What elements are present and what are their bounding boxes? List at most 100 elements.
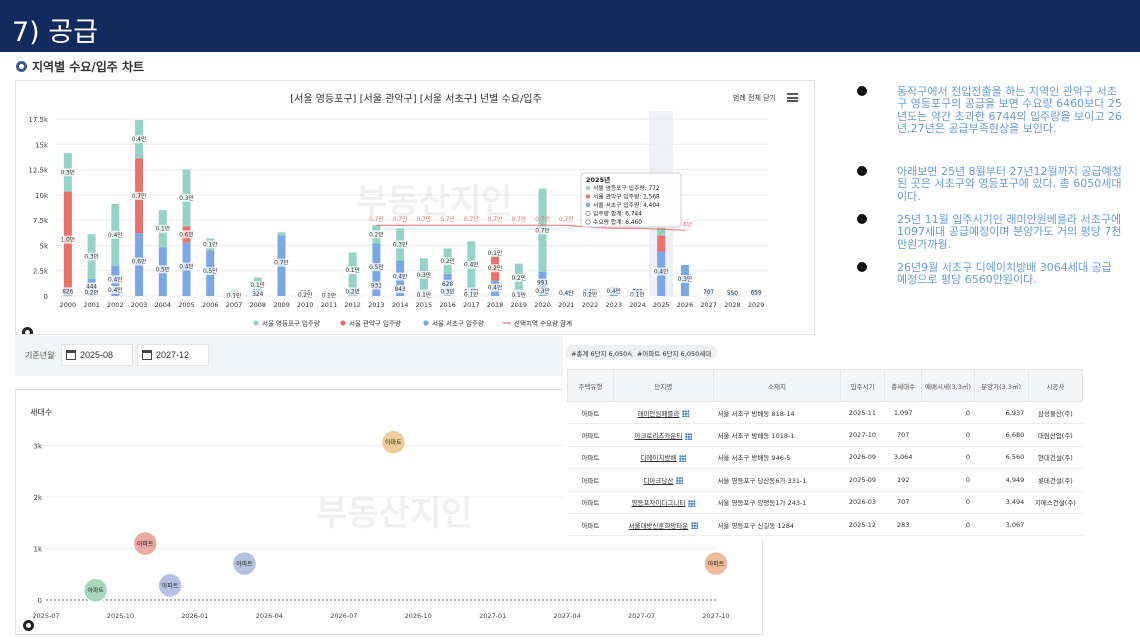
data-label-bg <box>153 265 172 274</box>
col-header[interactable]: 주택유형 <box>567 369 614 402</box>
data-label: 0.5만 <box>156 265 171 273</box>
data-label-bg <box>725 288 740 297</box>
logo-icon <box>23 620 34 631</box>
col-header[interactable]: 단지명 <box>612 369 714 402</box>
table-row[interactable]: 아파트 디에이치방배 서울 서초구 방배동 946-5 2026-09 3,064 0 6,… <box>567 446 1083 470</box>
data-label-bg <box>58 235 77 244</box>
data-label: 0.7만 <box>535 226 550 234</box>
y-tick-label: 2.5k <box>33 268 49 276</box>
cell-value: 192 <box>896 475 910 484</box>
grid-icon[interactable] <box>685 432 693 440</box>
chart-title: [서울 영등포구] [서울 관악구] [서울 서초구] 년별 수요/입주 <box>290 94 542 105</box>
demand-label: 0.7만 <box>440 215 455 223</box>
tab-total[interactable]: #총계 6단지 6,050세대 <box>565 345 646 360</box>
chart-menu-icon[interactable] <box>787 93 798 102</box>
tooltip-line: 서울 영등포구 입주량: 772 <box>593 184 660 192</box>
data-label-bg <box>106 285 125 294</box>
date-from-input[interactable]: 2025-08 <box>61 344 133 366</box>
complex-name-link[interactable]: 아크로리츠카운티 <box>634 432 683 441</box>
col-header[interactable]: 소재지 <box>712 369 842 402</box>
x-tick-label: 2023 <box>605 301 622 309</box>
complex-name-link[interactable]: 래미안원페를라 <box>637 409 680 418</box>
cell-value: 대림산업(주) <box>1037 432 1073 441</box>
legend-marker <box>423 320 429 326</box>
calendar-icon <box>142 350 152 360</box>
x-tick-label: 2011 <box>321 301 338 309</box>
cell-value: 아파트 <box>581 476 600 485</box>
table-row[interactable]: 아파트 서울대방신혼희망타운 서울 영등포구 신길동 1284 2025-12 283 0… <box>567 513 1083 537</box>
table-cell: 0 <box>921 468 975 492</box>
data-label-bg <box>533 287 552 296</box>
table-cell: 디에이치방배 <box>613 446 714 470</box>
col-header[interactable]: 분양가(3.3㎡) <box>973 369 1029 402</box>
watermark: 부동산지인 <box>316 494 472 534</box>
table-cell: 0 <box>921 513 975 537</box>
legend-toggle-button[interactable]: 범례 전체 닫기 <box>732 94 776 102</box>
cell-value: 707 <box>896 498 910 507</box>
y-tick-label: 10k <box>35 192 49 200</box>
table-row[interactable]: 아파트 디아크당산 서울 영등포구 당산동6가 331-1 2025-09 192 0 4,… <box>567 468 1083 492</box>
data-label-bg <box>485 264 505 273</box>
data-label-bg <box>604 286 623 295</box>
cell-value: 6,560 <box>1005 453 1025 462</box>
data-label: 324 <box>252 292 263 298</box>
x-tick-label: 2027 <box>700 301 717 309</box>
grid-icon[interactable] <box>691 522 699 530</box>
tooltip-marker <box>585 202 591 208</box>
complex-name-link[interactable]: 영등포자이디그니티 <box>631 499 686 508</box>
region-icon <box>16 61 27 72</box>
table-cell: 0 <box>921 423 975 447</box>
data-label-bg <box>438 287 457 296</box>
table-cell: 2026-03 <box>840 491 885 514</box>
date-to-input[interactable]: 2027-12 <box>137 344 209 366</box>
table-cell: 192 <box>884 468 922 492</box>
data-label: 0.1만 <box>345 266 360 274</box>
table-cell: 2025-09 <box>840 468 885 492</box>
x-tick-label: 2000 <box>60 301 77 309</box>
data-label: 0.1만 <box>417 291 432 299</box>
data-label: 0.7만 <box>132 192 147 200</box>
grid-icon[interactable] <box>682 410 690 418</box>
tooltip-box <box>580 172 682 228</box>
table-row[interactable]: 아파트 아크로리츠카운티 서울 서초구 방배동 1018-1 2027-10 707 0 6… <box>567 423 1083 447</box>
col-header[interactable]: 입주시기 <box>840 369 885 402</box>
data-label-bg <box>201 266 220 275</box>
grid-icon[interactable] <box>688 499 696 507</box>
table-cell: 현대건설(주) <box>1028 446 1083 470</box>
data-label: 0.3만 <box>678 275 693 283</box>
complex-name-link[interactable]: 서울대방신혼희망타운 <box>628 521 689 530</box>
data-label-bg <box>369 281 384 290</box>
y-tick-label: 12.5k <box>28 167 49 175</box>
grid-icon[interactable] <box>679 454 687 462</box>
data-label-bg <box>129 191 149 200</box>
col-header[interactable]: 예매시세(3.3㎡) <box>921 369 975 402</box>
scatter-point <box>380 429 407 455</box>
grid-icon[interactable] <box>676 477 684 485</box>
data-label-bg <box>367 263 386 272</box>
col-header[interactable]: 시공사 <box>1027 369 1084 402</box>
complex-name-link[interactable]: 디아크당산 <box>643 476 674 485</box>
table-cell: 0 <box>921 401 975 425</box>
table-row[interactable]: 아파트 영등포자이디그니티 서울 영등포구 양평동1가 243-1 2026-03 70… <box>567 491 1083 514</box>
y-tick-label: 17.5k <box>28 116 49 124</box>
x-tick-label: 2022 <box>582 301 599 309</box>
x-tick-label: 2029 <box>748 301 765 309</box>
data-label-bg <box>106 230 125 239</box>
cell-value: 2025-09 <box>848 475 877 484</box>
cell-value: 아파트 <box>581 409 600 418</box>
data-label-bg <box>82 288 101 297</box>
complex-name-link[interactable]: 디에이치방배 <box>640 454 677 463</box>
cell-value: 707 <box>896 431 910 440</box>
table-cell: 서울 영등포구 신길동 1284 <box>713 513 841 537</box>
tab-apartment[interactable]: #아파트 6단지 6,050세대 <box>631 345 718 360</box>
data-label: 0.4만 <box>654 268 669 276</box>
table-cell: 아파트 <box>567 468 614 492</box>
col-header[interactable]: 총세대수 <box>883 369 923 402</box>
cell-value: 283 <box>896 520 910 529</box>
complex-table-panel: #총계 6단지 6,050세대 #아파트 6단지 6,050세대 주택유형 단지… <box>563 339 1087 539</box>
data-label: 826 <box>62 289 73 295</box>
data-label: 0.4만 <box>132 135 147 143</box>
data-label: 0.3만 <box>61 168 76 176</box>
table-row[interactable]: 아파트 래미안원페를라 서울 서초구 방배동 818-14 2025-11 1,097 0… <box>567 401 1083 425</box>
tooltip-line: 서울 서초구 입주량: 4,404 <box>593 201 660 209</box>
